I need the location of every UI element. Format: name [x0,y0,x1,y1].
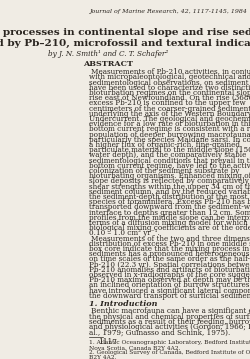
Text: particularly the species Maldane sarsi. In contrast,: particularly the species Maldane sarsi. … [90,136,250,144]
Text: observed in x-radiographs of the core suggest that: observed in x-radiographs of the core su… [90,271,250,279]
Text: evidence for a low rate of bioturbation in this high: evidence for a low rate of bioturbation … [90,120,250,128]
Text: Pb-210 anomalies and artifacts of bioturbation: Pb-210 anomalies and artifacts of biotur… [90,266,250,274]
Text: Pb-210 maxima observed at depth may be the result of: Pb-210 maxima observed at depth may be t… [90,276,250,284]
Text: population of deeper burrowing macrofauna,: population of deeper burrowing macrofaun… [90,131,250,139]
Text: Pb-210 (22.3 yr). Spatial correlations between: Pb-210 (22.3 yr). Spatial correlations b… [90,261,250,269]
Text: B2Y 4A2.: B2Y 4A2. [90,355,117,359]
Text: sedimentological observations, on sediment cores: sedimentological observations, on sedime… [90,79,250,87]
Text: 0.10 – 1.0 cm² yr⁻¹.: 0.10 – 1.0 cm² yr⁻¹. [90,229,160,237]
Text: have introduced a significant lateral component to: have introduced a significant lateral co… [90,286,250,294]
Text: interface to depths greater than 12 cm. Some Pb-210: interface to depths greater than 12 cm. … [90,209,250,216]
Text: al., 1979; Guinasso and Schink, 1975).: al., 1979; Guinasso and Schink, 1975). [90,328,231,336]
Text: by J. N. Smith¹ and C. T. Schafer²: by J. N. Smith¹ and C. T. Schafer² [48,50,168,58]
Text: Journal of Marine Research, 42, 1117-1145, 1984: Journal of Marine Research, 42, 1117-114… [90,9,247,14]
Text: excess Pb-210 is confined to the upper few: excess Pb-210 is confined to the upper f… [90,99,246,107]
Text: sediments has a pronounced heterogeneous component: sediments has a pronounced heterogeneous… [90,250,250,258]
Text: the sediment-depth distribution of the most abundant: the sediment-depth distribution of the m… [90,193,250,201]
Text: profiles from the middle slope can be interpreted in: profiles from the middle slope can be in… [90,214,250,222]
Text: Bioturbation processes in continental slope and rise sediments: Bioturbation processes in continental sl… [0,28,250,37]
Text: underlying the axis of the Western Boundary: underlying the axis of the Western Bound… [90,110,250,118]
Text: Measurements of the two and three dimensional: Measurements of the two and three dimens… [91,234,250,243]
Text: particulate material to the middle slope (1500 m: particulate material to the middle slope… [90,146,250,154]
Text: Benthic macrofauna can have a significant effect on: Benthic macrofauna can have a significan… [91,307,250,316]
Text: have been used to characterize two distinctive: have been used to characterize two disti… [90,84,250,92]
Text: an inclined orientation of burrow structures which: an inclined orientation of burrow struct… [90,281,250,289]
Text: Nova Scotia, Canada B2Y 4A2.: Nova Scotia, Canada B2Y 4A2. [90,345,181,350]
Text: slope deposits is reflected by comparatively lower: slope deposits is reflected by comparati… [90,177,250,185]
Text: Measurements of Pb-210 activities, in conjunction: Measurements of Pb-210 activities, in co… [91,68,250,76]
Text: 1. Atlantic Oceanographic Laboratory, Bedford Institute of Oceanography, P.O. Bo: 1. Atlantic Oceanographic Laboratory, Be… [90,340,250,345]
Text: the physical and chemical properties of surficial: the physical and chemical properties of … [90,313,250,321]
Text: with micropaleontological, geotechnical and: with micropaleontological, geotechnical … [90,73,250,81]
Text: a higher flux of organic-rich, fine-grained: a higher flux of organic-rich, fine-grai… [90,141,240,149]
Text: water depth), and the comparatively stable: water depth), and the comparatively stab… [90,151,247,159]
Text: sedimentological conditions that prevail in this low: sedimentological conditions that prevail… [90,157,250,164]
Text: terms of a diffusion mixing model for which the: terms of a diffusion mixing model for wh… [90,219,250,227]
Text: distribution of excess Pb-210 in one middle slope: distribution of excess Pb-210 in one mid… [90,240,250,248]
Text: and physiological activities (Gordon, 1966; Peng et: and physiological activities (Gordon, 19… [90,323,250,331]
Text: on time scales of the same order as the half-life of: on time scales of the same order as the … [90,255,250,264]
Text: shear strengths within the upper 34 cm of the: shear strengths within the upper 34 cm o… [90,182,250,191]
Text: 1117: 1117 [98,338,117,346]
Text: the downward transport of surficial sediments.: the downward transport of surficial sedi… [90,292,250,300]
Text: bioturbation regimes on the continental slope and: bioturbation regimes on the continental … [90,89,250,97]
Text: 1. Introduction: 1. Introduction [90,300,158,308]
Text: centimeters of the coarser-grained sediments: centimeters of the coarser-grained sedim… [90,104,250,113]
Text: biological mixing coefficients are of the order of: biological mixing coefficients are of th… [90,224,250,232]
Text: bottom current regime is consistent with a reduced: bottom current regime is consistent with… [90,125,250,133]
Text: colonization of the sediment substrate by: colonization of the sediment substrate b… [90,167,240,175]
Text: Undercurrent. The geological and geochemical: Undercurrent. The geological and geochem… [90,115,250,123]
Text: sediments as a result of their feeding, burrowing: sediments as a result of their feeding, … [90,318,250,326]
Text: delineated by Pb–210, microfossil and textural indicators: delineated by Pb–210, microfossil and te… [0,39,250,48]
Text: 2. Geological Survey of Canada, Bedford Institute of Oceanography, Dartmouth, No: 2. Geological Survey of Canada, Bedford … [90,350,250,355]
Text: ABSTRACT: ABSTRACT [83,60,133,69]
Text: bioturbating organisms. Enhanced mixing of middle: bioturbating organisms. Enhanced mixing … [90,172,250,180]
Text: transported downward from the sediment-water: transported downward from the sediment-w… [90,203,250,211]
Text: box core indicate that the mixing process in these: box core indicate that the mixing proces… [90,245,250,253]
Text: bottom current regime, have led to the active: bottom current regime, have led to the a… [90,162,250,170]
Text: sediment column, and by the reduced variability of: sediment column, and by the reduced vari… [90,188,250,196]
Text: rise east of Newfoundland. On the rise (3680 m),: rise east of Newfoundland. On the rise (… [90,94,250,102]
Text: species of foraminifera. Excess Pb-210 has been: species of foraminifera. Excess Pb-210 h… [90,198,250,206]
